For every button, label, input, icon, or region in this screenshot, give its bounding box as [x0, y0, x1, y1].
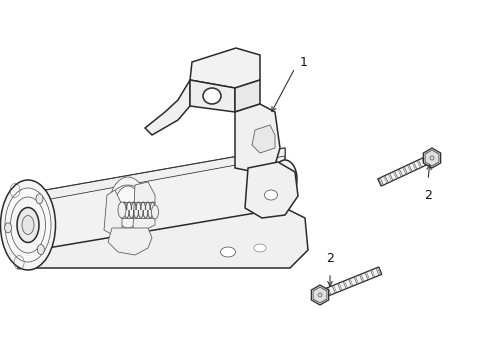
- Ellipse shape: [265, 190, 277, 200]
- Ellipse shape: [106, 185, 150, 241]
- Polygon shape: [108, 228, 152, 255]
- Text: 2: 2: [326, 252, 334, 265]
- Polygon shape: [423, 148, 441, 168]
- Polygon shape: [252, 125, 275, 153]
- Polygon shape: [104, 190, 122, 235]
- Text: 2: 2: [424, 189, 432, 202]
- Ellipse shape: [254, 244, 266, 252]
- Polygon shape: [425, 150, 439, 166]
- Polygon shape: [245, 162, 298, 218]
- Ellipse shape: [4, 223, 12, 233]
- Polygon shape: [145, 80, 190, 135]
- Ellipse shape: [203, 88, 221, 104]
- Ellipse shape: [220, 247, 236, 257]
- Ellipse shape: [17, 207, 39, 243]
- Ellipse shape: [10, 197, 46, 253]
- Ellipse shape: [277, 167, 293, 191]
- Ellipse shape: [273, 160, 297, 198]
- Ellipse shape: [115, 186, 141, 228]
- Polygon shape: [18, 208, 308, 268]
- Ellipse shape: [430, 156, 434, 160]
- Polygon shape: [235, 80, 260, 112]
- Polygon shape: [18, 148, 285, 255]
- Ellipse shape: [109, 177, 147, 237]
- Polygon shape: [318, 267, 382, 299]
- Polygon shape: [378, 154, 434, 186]
- Ellipse shape: [22, 216, 34, 234]
- Polygon shape: [190, 48, 260, 88]
- Polygon shape: [18, 148, 285, 205]
- Ellipse shape: [37, 244, 45, 255]
- Text: 1: 1: [300, 57, 308, 69]
- Polygon shape: [311, 285, 329, 305]
- Polygon shape: [133, 182, 155, 230]
- Polygon shape: [313, 287, 327, 303]
- Ellipse shape: [118, 202, 126, 218]
- Ellipse shape: [318, 293, 322, 297]
- Ellipse shape: [0, 180, 55, 270]
- Polygon shape: [235, 104, 280, 172]
- Ellipse shape: [36, 194, 43, 204]
- Polygon shape: [190, 80, 235, 112]
- Ellipse shape: [5, 188, 51, 262]
- Ellipse shape: [151, 205, 158, 219]
